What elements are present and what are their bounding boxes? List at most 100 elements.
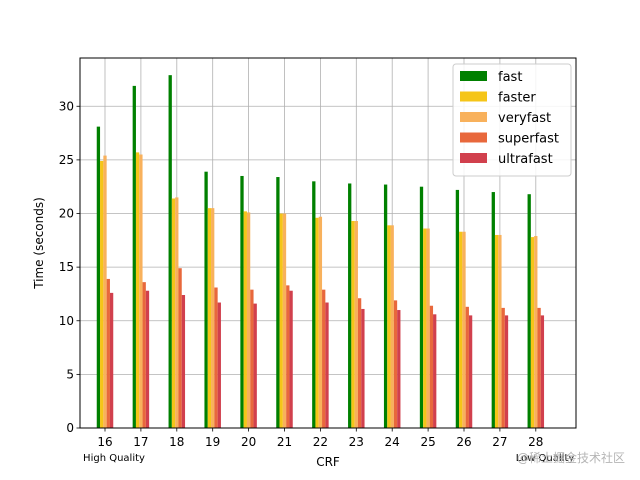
bar-fast-20: [240, 175, 244, 428]
bar-fast-16: [96, 126, 101, 428]
bar-fast-21: [276, 177, 280, 428]
y-tick-label: 10: [59, 314, 74, 328]
bar-faster-25: [423, 228, 427, 428]
legend-label-veryfast: veryfast: [498, 111, 551, 126]
legend-swatch-superfast: [460, 132, 487, 143]
bar-ultrafast-24: [397, 310, 401, 428]
bar-veryfast-23: [354, 221, 358, 428]
x-tick-label: 27: [492, 435, 507, 449]
bar-ultrafast-21: [289, 290, 293, 428]
legend: fast faster veryfast superfast ultrafast: [452, 63, 572, 177]
bar-fast-19: [204, 171, 208, 428]
bar-faster-20: [243, 211, 247, 428]
bar-superfast-16: [106, 278, 110, 428]
x-axis-label: CRF: [316, 455, 340, 469]
legend-items: fast faster veryfast superfast ultrafast: [460, 70, 559, 167]
bar-veryfast-19: [211, 208, 215, 428]
bar-superfast-21: [286, 285, 290, 428]
legend-label-ultrafast: ultrafast: [498, 152, 553, 167]
bar-faster-27: [494, 234, 499, 428]
bar-ultrafast-19: [217, 302, 221, 428]
plot-frame: [79, 57, 577, 429]
x-tick-label: 16: [97, 435, 112, 449]
bar-faster-19: [207, 208, 212, 428]
bar-superfast-18: [178, 268, 182, 428]
bar-veryfast-16: [103, 155, 107, 428]
x-tick-label: 25: [420, 435, 435, 449]
x-tick-label: 22: [313, 435, 328, 449]
x-tick-label: 19: [205, 435, 220, 449]
bar-veryfast-21: [282, 213, 287, 428]
bar-faster-16: [100, 160, 104, 428]
legend-swatch-fast: [460, 71, 487, 81]
bar-superfast-24: [393, 300, 398, 428]
x-tick-label: 26: [456, 435, 471, 449]
y-tick-label: 30: [59, 99, 74, 113]
bar-faster-17: [135, 152, 140, 428]
bar-fast-27: [491, 192, 495, 428]
bar-veryfast-28: [534, 236, 538, 428]
bar-superfast-22: [322, 289, 326, 428]
y-tick-label: 5: [66, 367, 74, 381]
bar-veryfast-17: [139, 154, 143, 429]
low-quality-note: Low Quality: [516, 453, 575, 464]
bar-superfast-28: [537, 307, 541, 428]
bar-fast-17: [132, 85, 136, 428]
bar-veryfast-25: [426, 228, 430, 428]
bar-fast-28: [527, 194, 531, 428]
x-tick-label: 28: [528, 435, 543, 449]
legend-swatch-veryfast: [460, 112, 487, 122]
legend-label-superfast: superfast: [498, 132, 559, 147]
bar-fast-18: [168, 75, 172, 428]
bar-superfast-17: [142, 282, 146, 428]
bar-ultrafast-18: [181, 295, 186, 428]
bar-veryfast-26: [462, 231, 466, 428]
y-tick-label: 25: [59, 153, 74, 167]
bar-ultrafast-20: [253, 303, 257, 428]
bar-faster-24: [387, 225, 391, 428]
bar-faster-28: [530, 237, 535, 428]
bar-superfast-23: [357, 298, 362, 428]
bar-fast-25: [419, 186, 424, 428]
bar-veryfast-20: [246, 212, 251, 428]
bar-ultrafast-17: [145, 290, 150, 428]
bar-fast-24: [383, 184, 388, 428]
bar-superfast-25: [429, 305, 434, 428]
bar-faster-22: [315, 217, 319, 428]
legend-swatch-ultrafast: [460, 153, 487, 163]
axis-ticks: 0 5 10 15 20 25 30 16 17 18 19 20 21 22 23 24 25 26 27 28: [59, 99, 544, 449]
bar-faster-18: [171, 198, 176, 428]
bar-ultrafast-27: [504, 315, 509, 428]
bar-ultrafast-22: [325, 302, 329, 428]
y-tick-label: 20: [59, 207, 74, 221]
bar-superfast-19: [214, 287, 218, 428]
bar-veryfast-18: [175, 197, 179, 428]
x-tick-label: 20: [241, 435, 256, 449]
bar-superfast-26: [465, 306, 469, 428]
bars: [96, 75, 545, 429]
watermark: @稀土掘金技术社区: [517, 450, 625, 465]
bar-fast-26: [455, 189, 460, 428]
bar-ultrafast-25: [433, 314, 437, 428]
bar-veryfast-24: [390, 225, 394, 428]
bar-veryfast-22: [318, 216, 323, 428]
y-tick-label: 0: [66, 421, 74, 435]
bar-ultrafast-26: [468, 315, 473, 428]
bar-superfast-27: [501, 307, 505, 428]
bar-faster-23: [351, 221, 355, 428]
legend-label-fast: fast: [498, 70, 522, 85]
x-tick-label: 24: [385, 435, 400, 449]
bar-faster-26: [459, 231, 463, 428]
bar-fast-23: [348, 183, 352, 428]
high-quality-note: High Quality: [83, 453, 145, 464]
x-tick-label: 21: [277, 435, 292, 449]
bar-ultrafast-28: [540, 315, 545, 428]
bar-fast-22: [312, 181, 316, 428]
y-axis-label: Time (seconds): [32, 197, 46, 290]
bar-veryfast-27: [498, 234, 502, 428]
bar-ultrafast-23: [361, 308, 365, 428]
x-tick-label: 17: [133, 435, 148, 449]
bar-superfast-20: [250, 289, 254, 428]
x-tick-label: 23: [349, 435, 364, 449]
